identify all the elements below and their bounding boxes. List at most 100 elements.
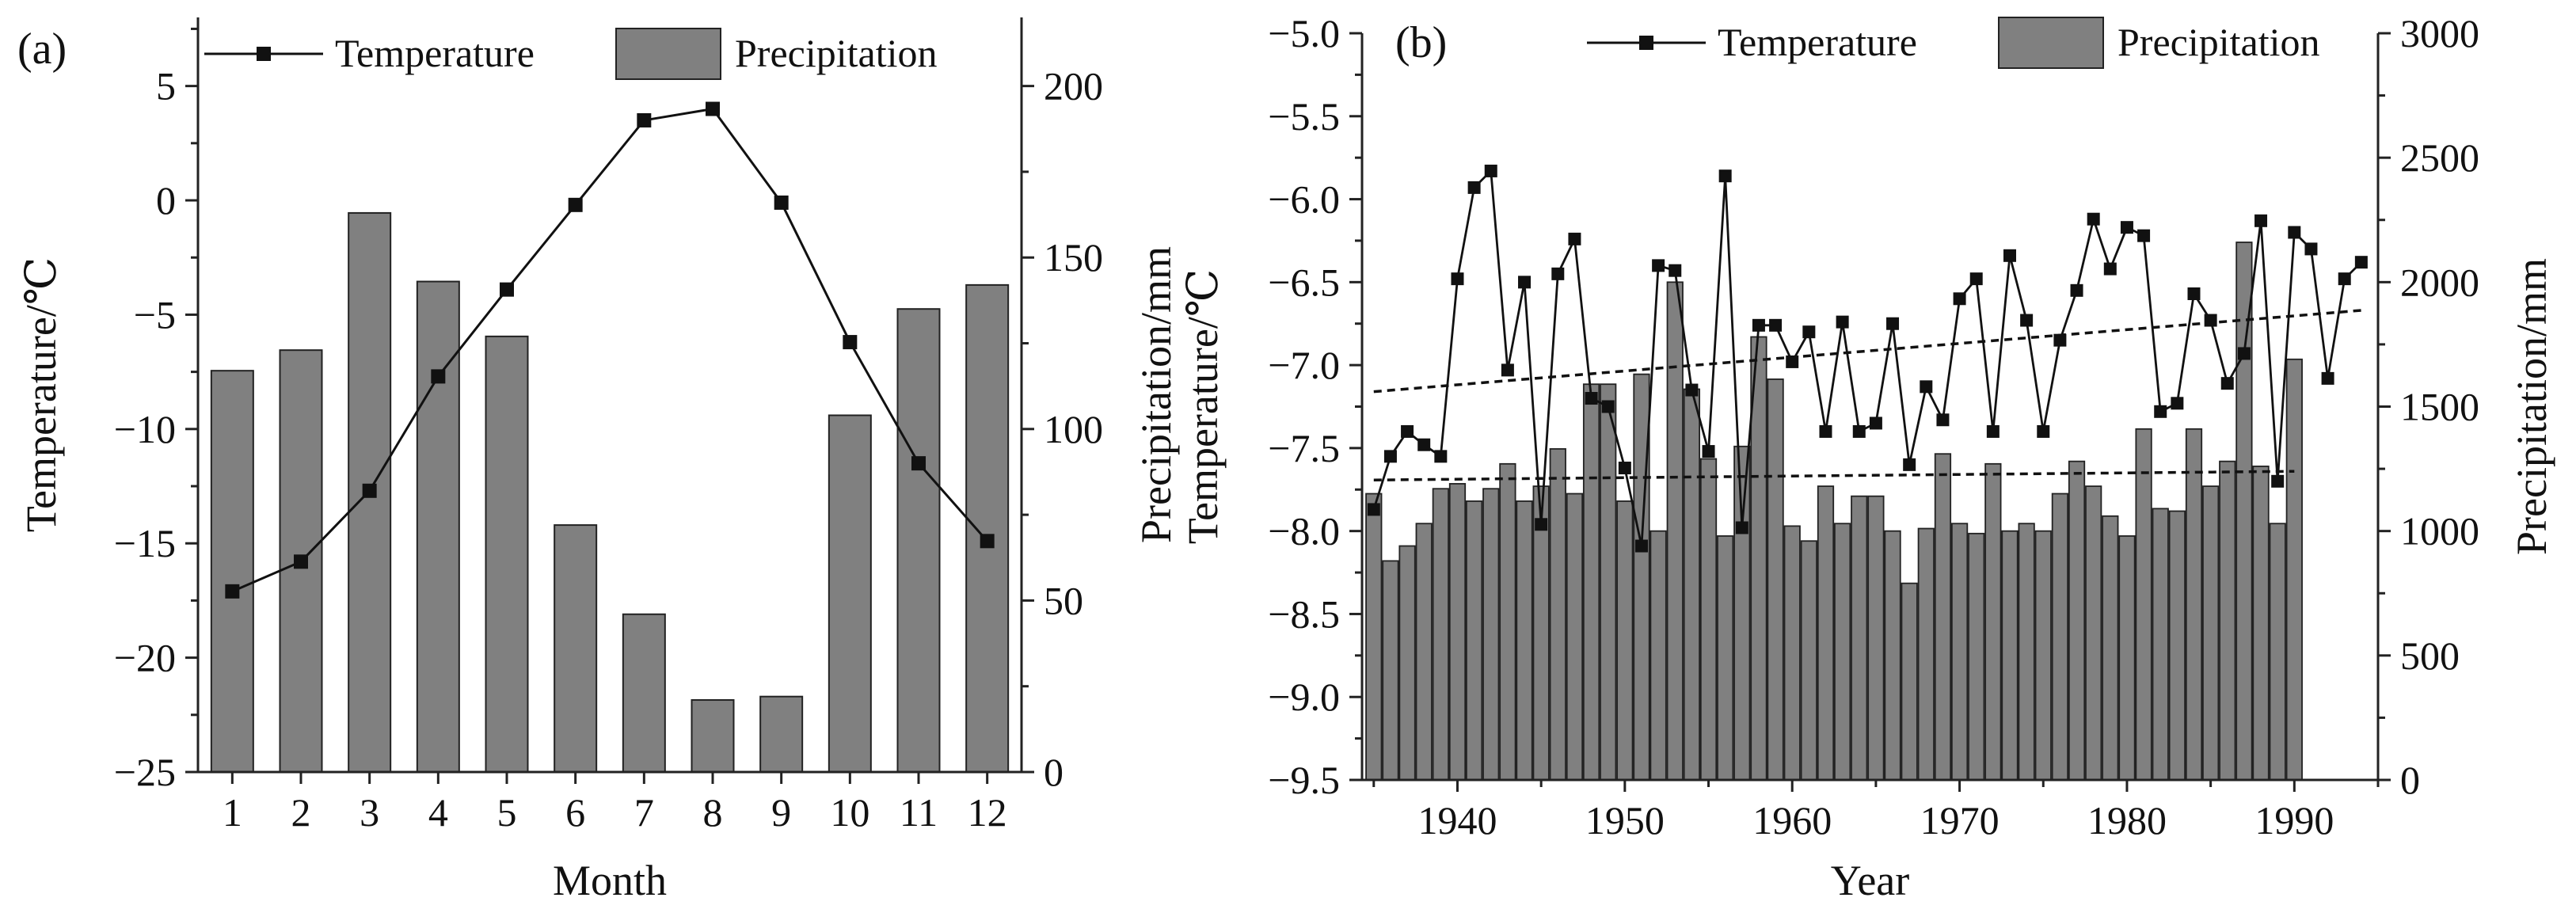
precipitation-bar (485, 335, 529, 774)
precipitation-bar (2285, 358, 2303, 781)
left-tick-label: −5.0 (1268, 11, 1340, 55)
precipitation-bar (828, 414, 872, 773)
right-tick-label: 200 (1044, 64, 1103, 108)
legend-temperature-marker (1639, 36, 1653, 50)
precipitation-bar (1666, 281, 1684, 781)
left-tick-label: −8.5 (1268, 591, 1340, 636)
temperature-point (2338, 272, 2351, 286)
precipitation-bar (1582, 383, 1600, 781)
temperature-point (1367, 503, 1380, 516)
temperature-point (1886, 317, 1900, 330)
temperature-point (1969, 272, 1983, 286)
temperature-point (362, 483, 377, 498)
left-tick-label: 5 (156, 64, 176, 108)
legend-precipitation-swatch (1998, 17, 2104, 69)
right-y-axis-title: Precipitation/mm (2508, 258, 2555, 555)
precipitation-bar (1365, 493, 1383, 781)
precipitation-bar (2068, 460, 2086, 781)
precipitation-bar (1432, 488, 1449, 781)
x-axis-title: Year (1831, 857, 1910, 904)
x-tick-label: 2 (291, 790, 311, 835)
temperature-point (706, 101, 720, 116)
temperature-point (1451, 272, 1464, 286)
temperature-point (225, 584, 240, 599)
left-tick-label: −6.0 (1268, 177, 1340, 222)
legend-precipitation-label: Precipitation (2117, 20, 2320, 64)
precipitation-bar (2034, 530, 2052, 781)
right-tick-label: 2500 (2400, 135, 2479, 180)
left-y-axis-title: Temperature/℃ (1179, 269, 1227, 544)
temperature-point (1936, 413, 1950, 427)
x-tick-label: 1960 (1752, 798, 1832, 842)
x-tick-label: 1970 (1920, 798, 2000, 842)
left-y-axis-title: Temperature/℃ (17, 257, 65, 532)
temperature-point (2220, 377, 2234, 390)
legend-precipitation-swatch (615, 28, 721, 80)
precipitation-bar (1851, 495, 1868, 781)
precipitation-bar (1783, 525, 1801, 781)
temperature-point (911, 456, 926, 471)
x-tick-label: 3 (360, 790, 379, 835)
precipitation-trend-line (1373, 470, 2295, 481)
x-tick-label: 1940 (1417, 798, 1497, 842)
precipitation-bar (1566, 493, 1584, 781)
temperature-point (2137, 229, 2151, 242)
temperature-point (1484, 164, 1497, 177)
temperature-point (2037, 424, 2050, 438)
precipitation-bar (2118, 535, 2136, 781)
left-tick-label: −6.5 (1268, 260, 1340, 304)
precipitation-bar (2001, 530, 2019, 781)
precipitation-bar (1633, 373, 1650, 781)
temperature-point (637, 112, 652, 127)
x-tick-label: 4 (428, 790, 448, 835)
precipitation-bar (1516, 500, 1533, 781)
precipitation-bar (2051, 493, 2069, 781)
temperature-point (2354, 256, 2368, 269)
x-tick-label: 10 (830, 790, 869, 835)
temperature-point (1634, 539, 1648, 553)
precipitation-bar (1465, 500, 1483, 781)
precipitation-bar (2168, 510, 2186, 781)
temperature-point (1903, 458, 1916, 471)
precipitation-bar (1549, 448, 1566, 781)
temperature-point (1752, 318, 1765, 332)
precipitation-bar (1415, 523, 1433, 781)
x-tick-label: 1950 (1585, 798, 1665, 842)
precipitation-bar (622, 613, 666, 774)
temperature-point (1869, 416, 1882, 430)
x-axis-title: Month (553, 857, 667, 904)
temperature-point (2020, 314, 2034, 327)
left-tick-label: −9.0 (1268, 675, 1340, 719)
temperature-point (1417, 438, 1431, 451)
temperature-point (1551, 267, 1565, 280)
temperature-point (2321, 371, 2334, 385)
precipitation-bar (1683, 388, 1701, 781)
precipitation-bar (2018, 523, 2035, 781)
temperature-point (2204, 314, 2217, 327)
temperature-point (2154, 405, 2167, 418)
precipitation-bar (2269, 523, 2286, 781)
right-tick-label: 2000 (2400, 260, 2479, 304)
precipitation-bar (1767, 378, 1784, 781)
temperature-point (1401, 424, 1414, 438)
panel-label: (b) (1395, 18, 1447, 67)
precipitation-bar (1968, 532, 1985, 781)
precipitation-bar (2202, 485, 2220, 781)
temperature-point (980, 534, 995, 549)
precipitation-bar (896, 308, 941, 774)
precipitation-bar (1901, 582, 1918, 781)
precipitation-bar (210, 370, 254, 773)
right-tick-label: 1000 (2400, 509, 2479, 553)
left-tick-label: −15 (114, 521, 176, 565)
left-tick-label: −7.5 (1268, 426, 1340, 470)
temperature-point (1383, 450, 1397, 463)
precipitation-bar (2085, 485, 2102, 781)
temperature-point (1802, 325, 1816, 339)
precipitation-bar (1834, 523, 1851, 781)
right-tick-label: 1500 (2400, 385, 2479, 429)
temperature-point (2120, 221, 2133, 234)
left-tick-label: −25 (114, 750, 176, 794)
precipitation-bar (1699, 458, 1718, 781)
temperature-point (774, 195, 789, 210)
temperature-point (2304, 242, 2318, 256)
